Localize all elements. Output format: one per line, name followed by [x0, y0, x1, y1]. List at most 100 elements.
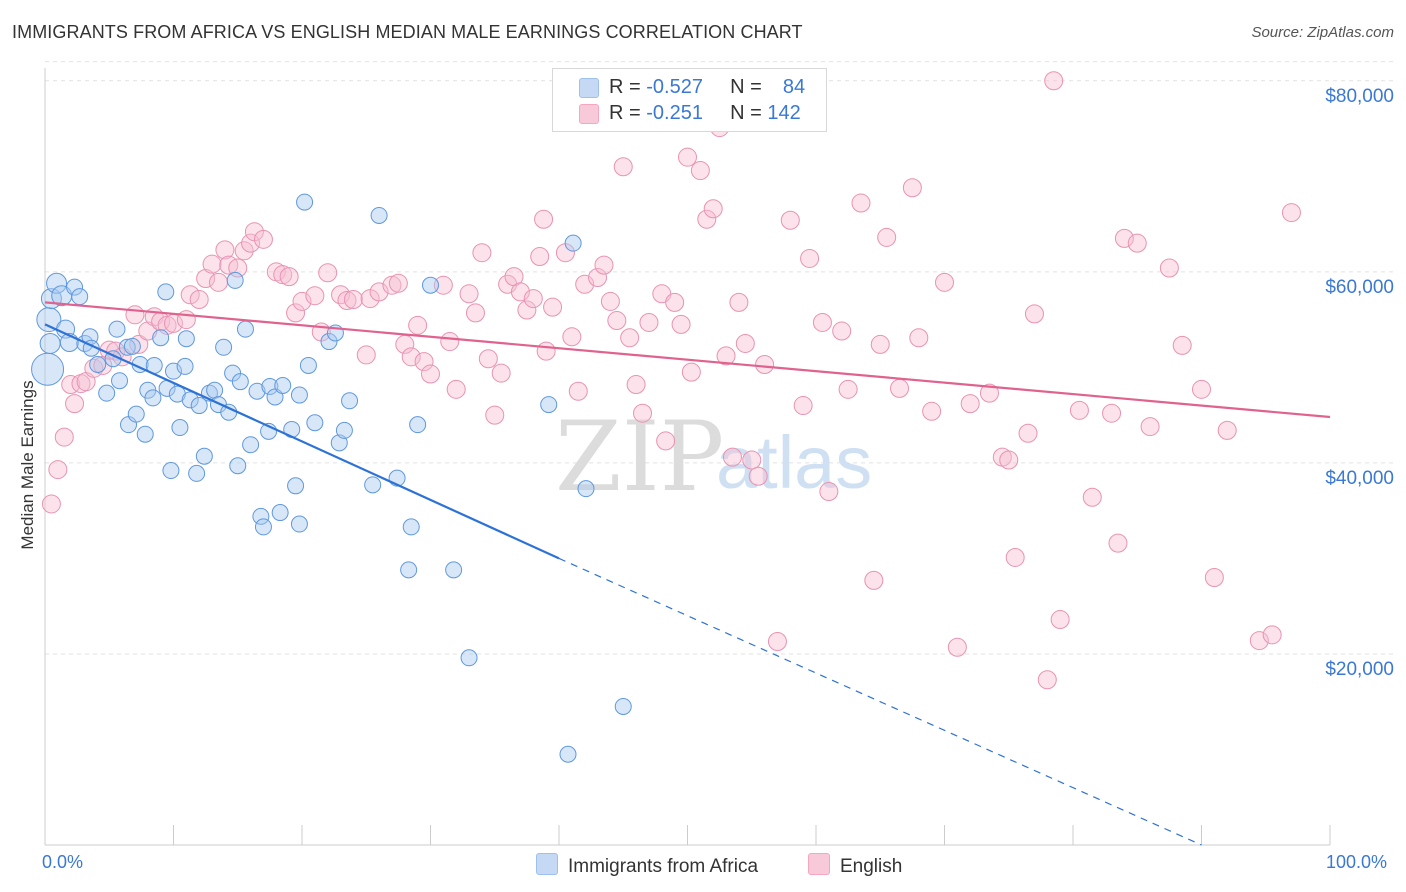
data-point [1018, 423, 1038, 443]
data-point [748, 466, 768, 486]
data-point [177, 330, 195, 348]
data-point [1108, 533, 1128, 553]
data-point [755, 354, 775, 374]
data-point [665, 292, 685, 312]
data-point [716, 346, 736, 366]
data-point [1140, 417, 1160, 437]
r-value: -0.527 [646, 76, 703, 98]
data-point [594, 255, 614, 275]
data-point [559, 745, 577, 763]
data-point [1044, 71, 1064, 91]
n-label: N = [730, 76, 762, 98]
data-point [922, 401, 942, 421]
data-point [543, 297, 563, 317]
data-point [190, 397, 208, 415]
data-point [236, 320, 254, 338]
data-point [320, 333, 338, 351]
data-point [299, 356, 317, 374]
data-point [36, 307, 62, 333]
legend-label: Immigrants from Africa [568, 856, 759, 877]
data-point [722, 447, 742, 467]
y-tick-label: $80,000 [1325, 86, 1394, 107]
legend-item-africa[interactable]: Immigrants from Africa [536, 853, 758, 878]
data-point [620, 328, 640, 348]
data-point [273, 265, 293, 285]
data-point [440, 332, 460, 352]
data-point [1037, 670, 1057, 690]
r-value: -0.251 [646, 102, 703, 124]
data-point [89, 355, 107, 373]
data-point [290, 386, 308, 404]
data-point [215, 338, 233, 356]
data-point [1172, 335, 1192, 355]
data-point [614, 697, 632, 715]
data-point [306, 414, 324, 432]
data-point [562, 327, 582, 347]
data-point [400, 561, 418, 579]
africa-swatch-icon [579, 78, 599, 98]
data-point [577, 480, 595, 498]
data-point [1204, 568, 1224, 588]
n-value: 84 [782, 76, 806, 98]
data-point [568, 381, 588, 401]
data-point [226, 271, 244, 289]
data-point [793, 396, 813, 416]
data-point [401, 347, 421, 367]
data-point [1249, 631, 1269, 651]
data-point [656, 431, 676, 451]
data-point [48, 460, 68, 480]
data-point [1082, 487, 1102, 507]
data-point [195, 447, 213, 465]
data-point [176, 310, 196, 330]
trend-lines [44, 301, 1331, 846]
data-point [485, 405, 505, 425]
y-tick-label: $20,000 [1325, 659, 1394, 680]
africa-points [31, 193, 632, 763]
data-point [877, 227, 897, 247]
x-tick-label-min: 0.0% [42, 852, 84, 872]
data-point [127, 405, 145, 423]
correlation-stats-box: R = -0.527 N = 84 R = -0.251 N = 142 [552, 68, 827, 132]
data-point [208, 272, 228, 292]
data-point [421, 364, 440, 384]
data-point [851, 193, 871, 213]
data-point [864, 570, 884, 590]
data-point [98, 384, 116, 402]
data-point [229, 457, 247, 475]
n-value: 142 [767, 102, 801, 124]
data-point [290, 515, 308, 533]
data-point [370, 206, 388, 224]
data-point [460, 649, 478, 667]
data-point [171, 419, 189, 437]
data-point [697, 209, 717, 229]
legend-item-english[interactable]: English [808, 853, 902, 878]
watermark-zip: ZIP [555, 401, 724, 513]
data-point [870, 334, 890, 354]
data-point [202, 254, 222, 274]
data-point [909, 328, 929, 348]
data-point [445, 561, 463, 579]
data-point [136, 425, 154, 443]
data-point [39, 332, 61, 354]
watermark-atlas: atlas [716, 421, 872, 504]
data-point [678, 147, 697, 167]
data-point [157, 283, 175, 301]
data-point [1102, 403, 1122, 423]
data-point [1005, 547, 1025, 567]
data-point [152, 329, 170, 347]
data-point [254, 518, 272, 536]
data-point [409, 416, 427, 434]
y-tick-label: $40,000 [1325, 468, 1394, 489]
data-point [253, 229, 273, 249]
data-point [61, 375, 81, 395]
africa-trend-line [44, 323, 560, 560]
data-point [162, 462, 180, 480]
data-point [296, 193, 314, 211]
data-point [540, 396, 558, 414]
data-point [960, 394, 980, 414]
data-point [1050, 610, 1070, 630]
data-point [189, 290, 209, 310]
data-point [414, 352, 434, 372]
data-point [536, 341, 556, 361]
